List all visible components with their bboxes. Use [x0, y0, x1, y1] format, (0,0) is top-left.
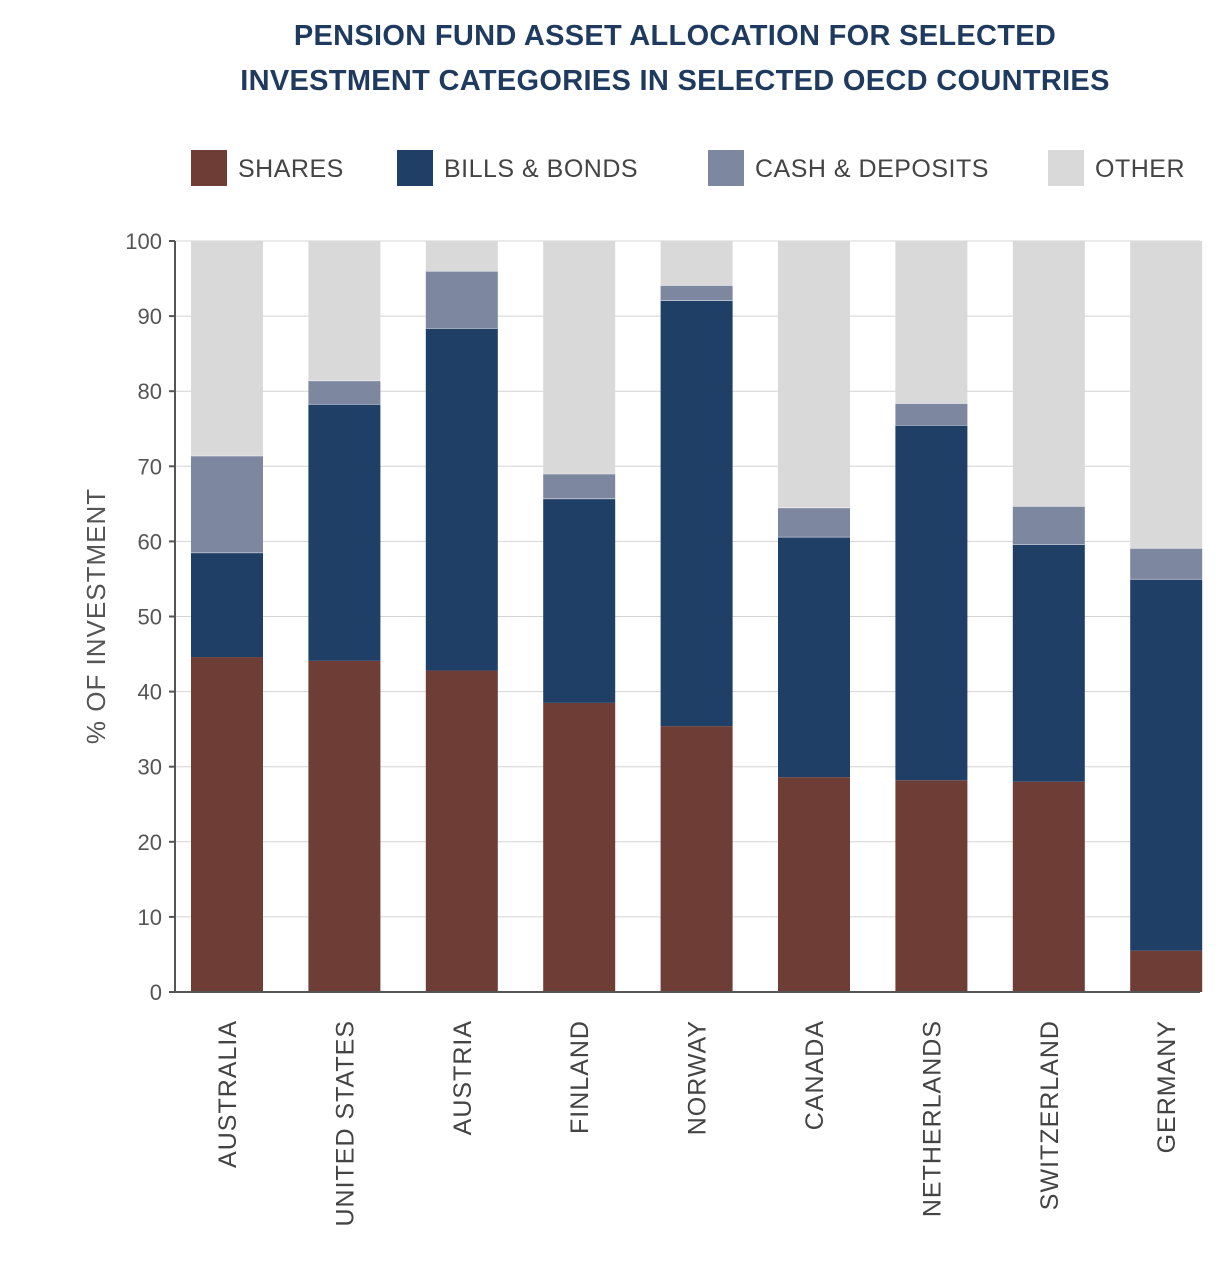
chart-title-line-1: PENSION FUND ASSET ALLOCATION FOR SELECT… [293, 20, 1057, 52]
bar-group-united-states [308, 241, 381, 992]
bar-segment-other [425, 241, 498, 272]
bar-group-germany [1130, 241, 1203, 992]
bar-group-switzerland [1012, 241, 1085, 992]
bar-segment-other [1130, 241, 1203, 549]
x-category-label: AUSTRIA [449, 1020, 477, 1135]
bar-group-finland [543, 241, 616, 992]
bar-segment-shares [425, 670, 498, 992]
chart-title-line-2: INVESTMENT CATEGORIES IN SELECTED OECD C… [240, 65, 1110, 97]
bar-segment-bills-bonds [778, 536, 850, 778]
x-category-labels: AUSTRALIA UNITED STATES AUSTRIA FINLAND NORW… [214, 1020, 1181, 1227]
x-category-label: NORWAY [684, 1020, 712, 1135]
chart-title: PENSION FUND ASSET ALLOCATION FOR SELECT… [140, 14, 1210, 104]
x-category-label: CANADA [801, 1020, 829, 1130]
legend: SHARES BILLS & BONDS CASH & DEPOSITS OTHER [191, 150, 1185, 186]
legend-swatch [397, 150, 433, 186]
bar-segment-bills-bonds [191, 552, 263, 658]
bar-segment-other [191, 241, 263, 456]
bar-group-canada [778, 241, 850, 992]
bar-segment-cash-deposits [778, 507, 850, 537]
legend-item-other: OTHER [1048, 150, 1185, 186]
bar-segment-bills-bonds [660, 300, 733, 727]
bar-segment-cash-deposits [1012, 506, 1085, 545]
bar-segment-bills-bonds [425, 328, 498, 671]
bar-segment-cash-deposits [543, 473, 616, 499]
bar-segment-shares [895, 780, 968, 992]
bar-segment-shares [1012, 781, 1085, 992]
y-axis-title: % OF INVESTMENT [81, 488, 111, 744]
bar-group-austria [425, 241, 498, 992]
legend-swatch [191, 150, 227, 186]
bar-segment-shares [543, 702, 616, 992]
bar-segment-other [660, 241, 733, 286]
y-tick-label: 90 [138, 304, 162, 329]
bars [191, 241, 1203, 992]
x-category-label: UNITED STATES [331, 1020, 359, 1227]
bar-group-netherlands [895, 241, 968, 992]
x-category-label: FINLAND [566, 1020, 594, 1134]
legend-label: CASH & DEPOSITS [755, 155, 989, 183]
legend-swatch [1048, 150, 1084, 186]
bar-segment-shares [660, 726, 733, 992]
bar-segment-cash-deposits [191, 455, 263, 553]
bar-segment-other [778, 241, 850, 508]
bar-segment-shares [1130, 950, 1203, 992]
y-tick-label: 10 [138, 905, 162, 930]
y-tick-label: 20 [138, 830, 162, 855]
y-tick-label: 100 [125, 229, 162, 254]
bar-segment-bills-bonds [308, 403, 381, 661]
bar-segment-bills-bonds [543, 498, 616, 703]
legend-item-shares: SHARES [191, 150, 344, 186]
y-tick-label: 60 [138, 529, 162, 554]
y-tick-label: 80 [138, 379, 162, 404]
y-tick-label: 70 [138, 454, 162, 479]
bar-segment-cash-deposits [660, 285, 733, 301]
bar-segment-other [895, 241, 968, 404]
legend-item-bills-bonds: BILLS & BONDS [397, 150, 638, 186]
bar-segment-other [308, 241, 381, 381]
y-tick-labels: 0 10 20 30 40 50 60 70 80 90 100 [125, 229, 162, 1005]
x-category-label: AUSTRALIA [214, 1020, 242, 1168]
x-category-label: NETHERLANDS [918, 1020, 946, 1217]
x-category-label: GERMANY [1153, 1020, 1181, 1153]
bar-group-australia [191, 241, 263, 992]
bar-segment-bills-bonds [895, 424, 968, 781]
bar-segment-shares [191, 657, 263, 992]
bar-segment-shares [308, 660, 381, 992]
legend-label: OTHER [1095, 155, 1185, 183]
y-tick-label: 30 [138, 755, 162, 780]
bar-segment-cash-deposits [308, 380, 381, 404]
axes [169, 240, 1200, 993]
bar-segment-cash-deposits [1130, 548, 1203, 579]
bar-segment-other [543, 241, 616, 474]
bar-segment-cash-deposits [895, 403, 968, 425]
x-category-label: SWITZERLAND [1036, 1020, 1064, 1210]
bar-segment-shares [778, 777, 850, 992]
y-tick-label: 0 [150, 980, 162, 1005]
y-tick-label: 40 [138, 680, 162, 705]
bar-segment-bills-bonds [1012, 544, 1085, 782]
legend-item-cash-deposits: CASH & DEPOSITS [708, 150, 989, 186]
bar-segment-other [1012, 241, 1085, 507]
legend-label: BILLS & BONDS [444, 155, 638, 183]
y-tick-label: 50 [138, 605, 162, 630]
bar-group-norway [660, 241, 733, 992]
bar-segment-cash-deposits [425, 271, 498, 329]
legend-label: SHARES [238, 155, 344, 183]
bar-segment-bills-bonds [1130, 578, 1203, 951]
legend-swatch [708, 150, 744, 186]
